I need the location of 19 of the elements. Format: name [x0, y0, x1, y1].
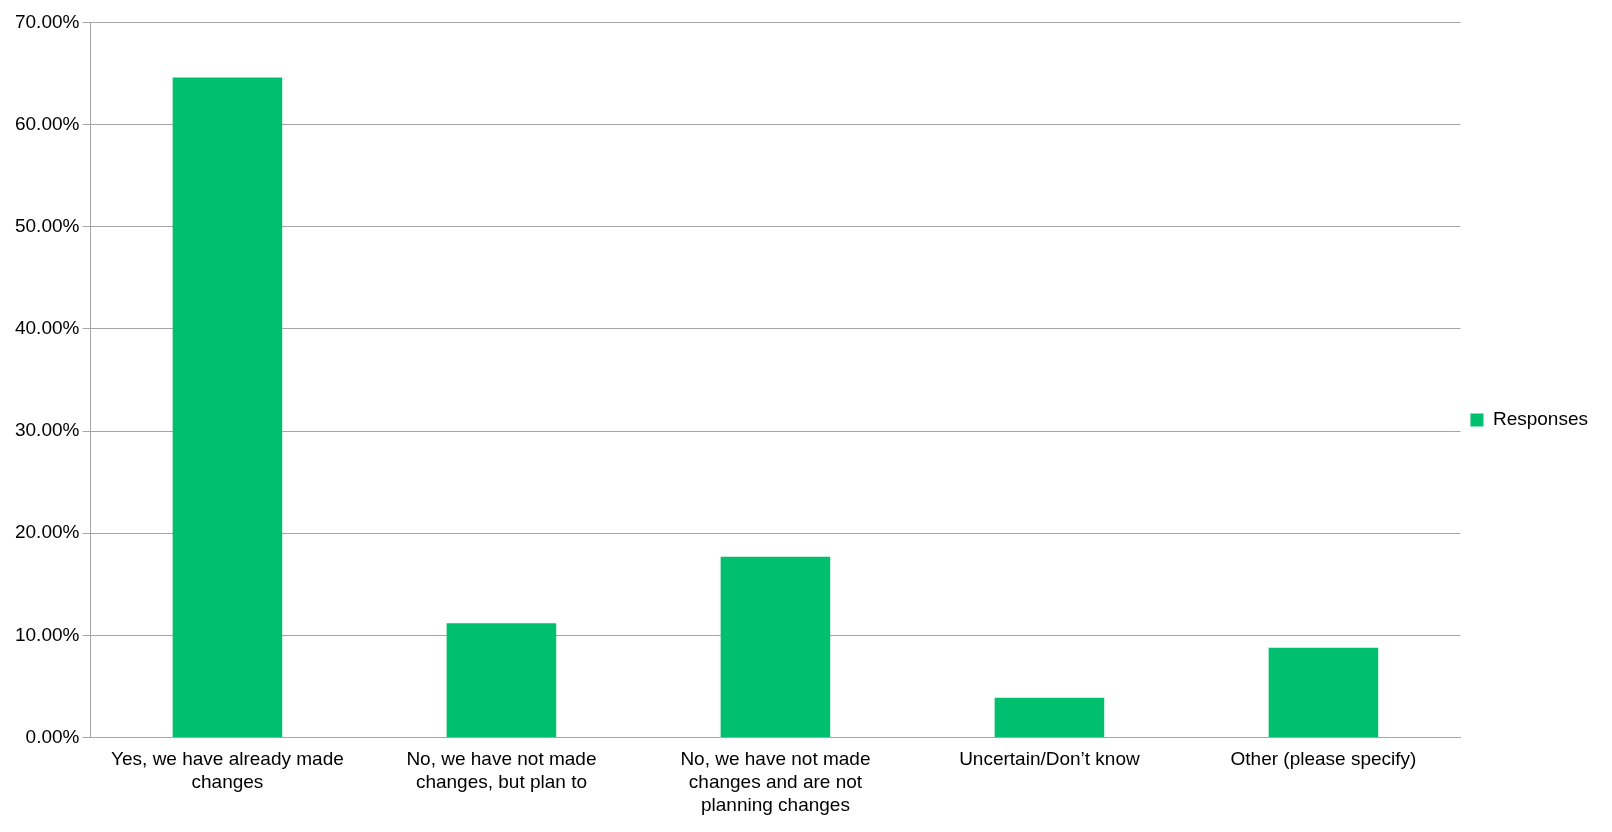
bar [994, 697, 1105, 738]
x-tick-label: No, we have not made changes, but plan to [406, 748, 597, 793]
x-tick-label: No, we have not made changes and are not planning changes [680, 748, 871, 815]
x-tick-label: Uncertain/Don’t know [959, 748, 1141, 770]
bar [446, 623, 557, 738]
bar [720, 556, 831, 738]
x-tick-label: Yes, we have already made changes [111, 748, 344, 793]
y-tick-label: 0.00% [25, 725, 80, 747]
x-tick-label: Other (please specify) [1230, 748, 1417, 770]
y-tick-label: 20.00% [14, 521, 80, 543]
y-tick-label: 60.00% [14, 112, 80, 134]
y-tick-label: 50.00% [14, 214, 80, 236]
y-tick-label: 10.00% [14, 623, 80, 645]
bar [172, 77, 283, 738]
legend-label: Responses [1492, 408, 1589, 430]
bar [1268, 647, 1379, 738]
y-tick-label: 30.00% [14, 419, 80, 441]
y-tick-label: 40.00% [14, 317, 80, 339]
y-tick-label: 70.00% [14, 10, 80, 32]
